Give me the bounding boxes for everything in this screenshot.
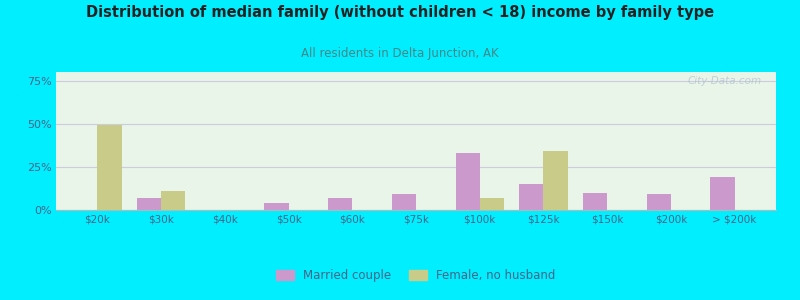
Text: Distribution of median family (without children < 18) income by family type: Distribution of median family (without c… (86, 4, 714, 20)
Bar (161, 191, 186, 210)
Bar (646, 194, 671, 210)
Legend: Married couple, Female, no husband: Married couple, Female, no husband (271, 265, 561, 287)
Text: City-Data.com: City-Data.com (687, 76, 762, 86)
Bar (455, 153, 480, 210)
Bar (98, 125, 122, 210)
Bar (328, 198, 352, 210)
Bar (137, 198, 161, 210)
Bar (583, 193, 607, 210)
Bar (264, 203, 289, 210)
Bar (519, 184, 543, 210)
Bar (392, 194, 416, 210)
Bar (710, 177, 734, 210)
Text: All residents in Delta Junction, AK: All residents in Delta Junction, AK (301, 46, 499, 59)
Bar (480, 198, 504, 210)
Bar (543, 151, 568, 210)
